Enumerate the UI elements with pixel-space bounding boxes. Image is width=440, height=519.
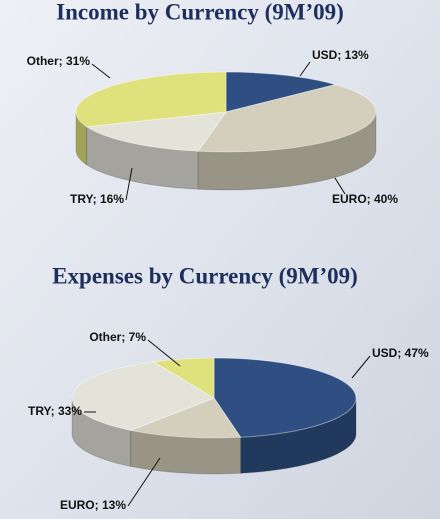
pie-slice	[213, 357, 357, 438]
chart-title: Income by Currency (9M’09)	[56, 0, 344, 24]
leader-line	[299, 61, 311, 77]
pie-slice	[196, 84, 377, 153]
pie-slice	[71, 361, 216, 431]
leader-line	[91, 63, 111, 79]
pie-side	[130, 429, 242, 475]
data-label: USD; 13%	[312, 48, 369, 62]
pie-slice	[85, 111, 228, 152]
data-label: USD; 47%	[372, 346, 429, 360]
leader-line	[127, 457, 161, 507]
leader-line	[334, 177, 346, 195]
leader-line	[125, 167, 133, 201]
data-label: TRY; 16%	[70, 192, 124, 206]
leader-line	[351, 355, 371, 379]
data-label: EURO; 40%	[332, 192, 398, 206]
pie-slice	[152, 357, 215, 399]
pie-slice	[75, 71, 227, 128]
data-label: EURO; 13%	[60, 498, 126, 512]
pie-slice	[128, 397, 242, 439]
chart-title: Expenses by Currency (9M’09)	[52, 263, 358, 288]
leader-line	[147, 339, 181, 367]
pie-slice	[225, 71, 338, 113]
data-label: Other; 31%	[27, 54, 91, 68]
data-label: TRY; 33%	[28, 404, 82, 418]
data-label: Other; 7%	[89, 330, 146, 344]
